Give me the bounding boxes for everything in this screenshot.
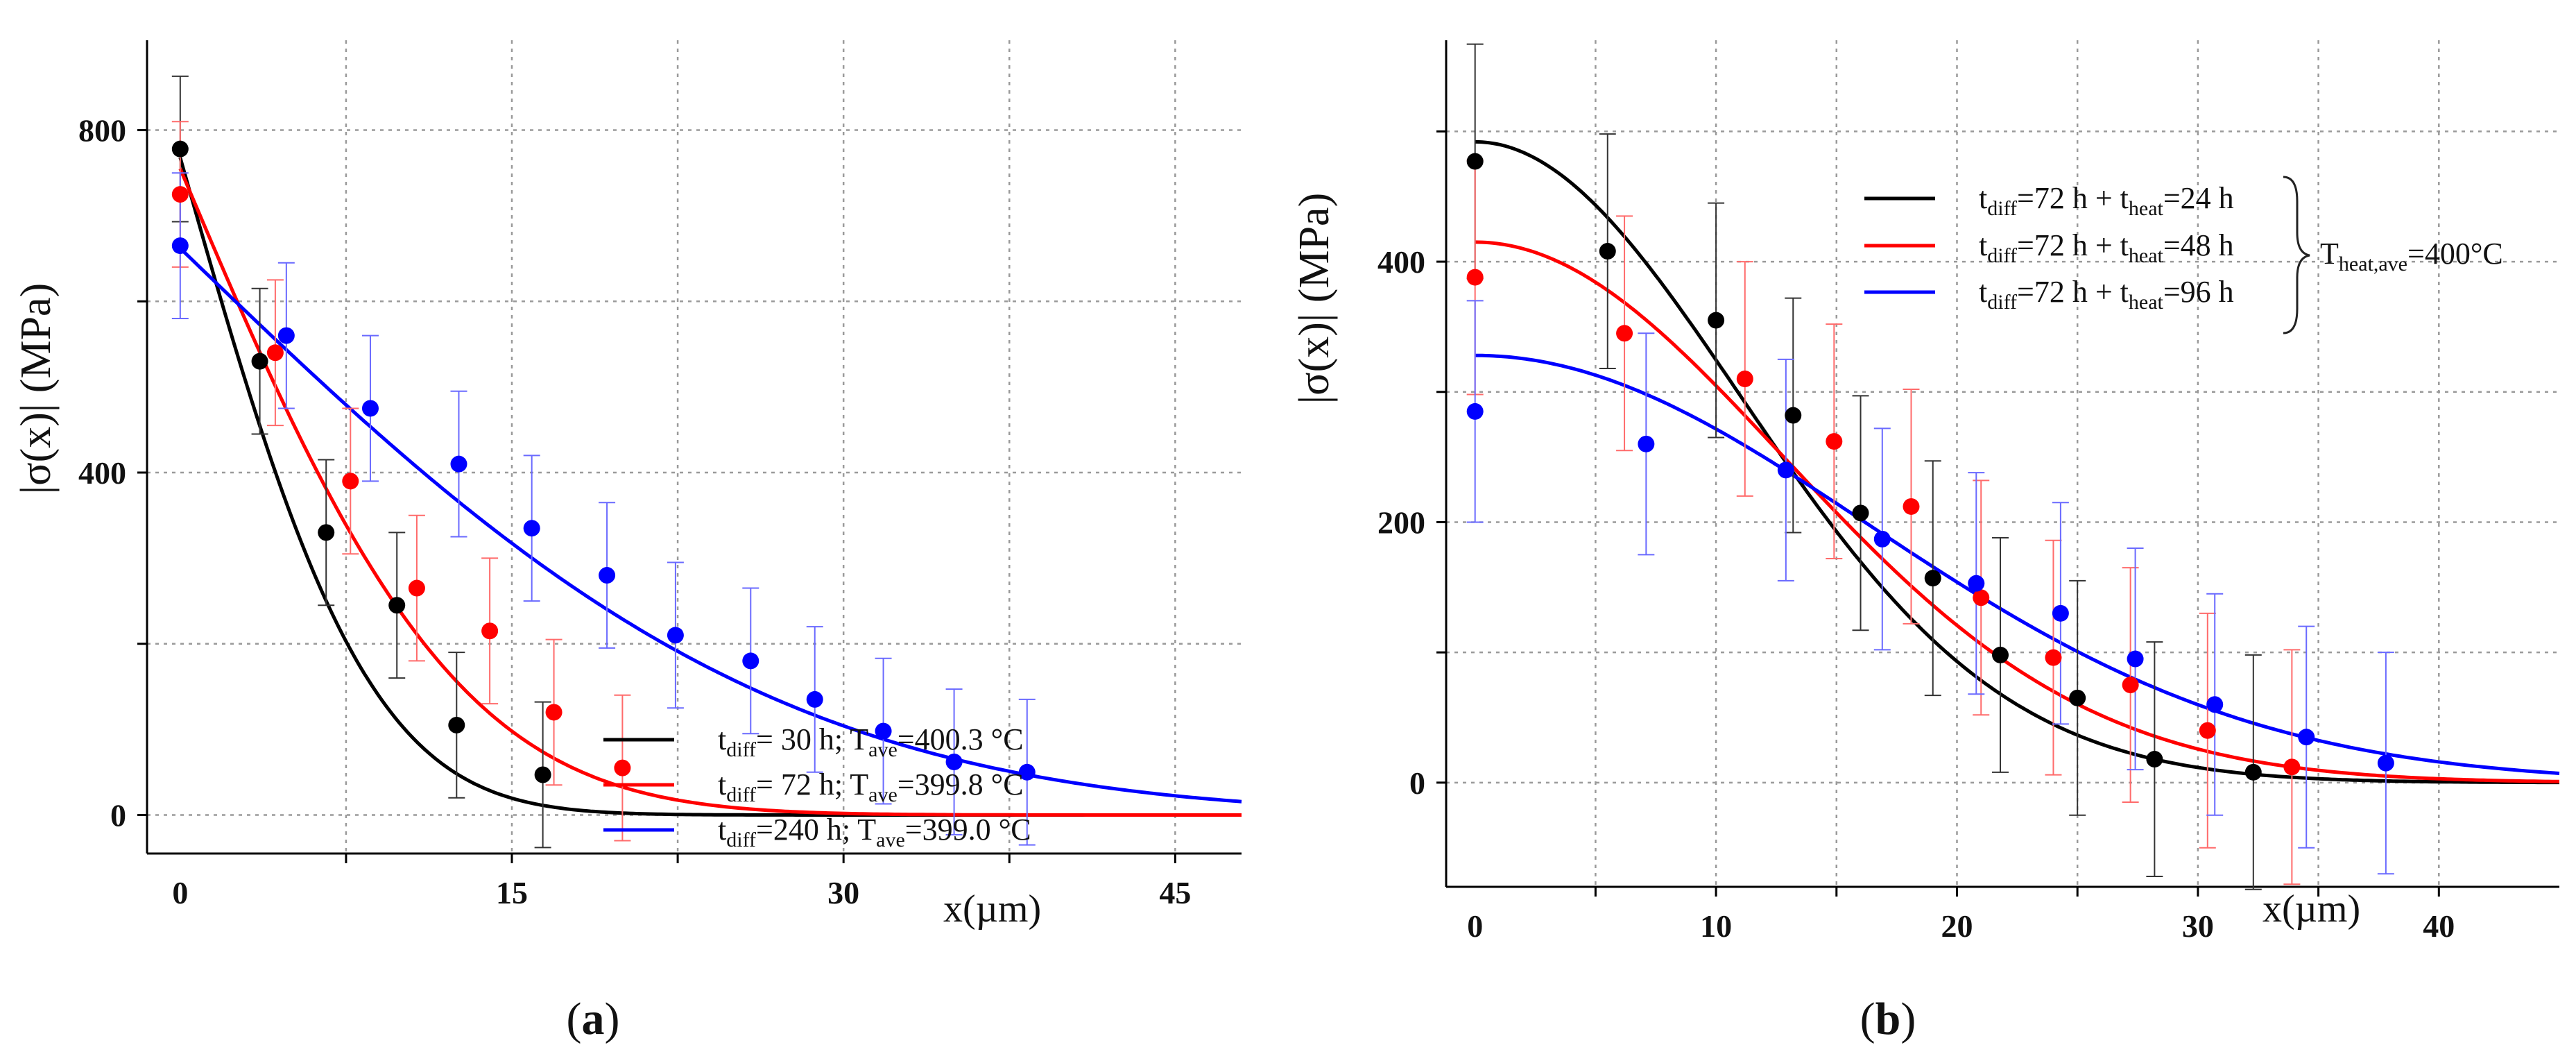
panel-a-data-point-blue [361, 400, 379, 417]
panel-a-data-point-blue [523, 520, 540, 537]
panel-a-data-point-black [388, 597, 406, 614]
panel-b-y-axis-label: |σ(x)| (MPa) [1291, 193, 1338, 404]
panel-a-fit-curve-red [178, 168, 1242, 817]
panel-b-data-point-red [1466, 269, 1484, 286]
panel-b-legend-brace [2283, 176, 2310, 334]
panel-b-data-point-blue [2377, 754, 2394, 772]
panel-a-data-point-black [171, 140, 189, 158]
panel-a-data-point-blue [450, 455, 467, 473]
panel-b-data-point-blue [1466, 402, 1484, 420]
panel-a-x-tick-label: 15 [496, 875, 528, 910]
panel-b-data-point-black [1992, 646, 2009, 663]
panel-b-y-tick-label: 0 [1409, 765, 1425, 801]
panel-b-x-tick-label: 40 [2423, 908, 2455, 944]
panel-b-legend-group-label: Theat,ave=400°C [2320, 237, 2503, 275]
panel-a-data-point-blue [599, 567, 616, 584]
panel-b-data-point-black [1785, 407, 1802, 424]
panel-b-data-point-red [1736, 371, 1753, 387]
panel-a-data-point-blue [667, 627, 684, 644]
panel-b-data-point-blue [2206, 696, 2224, 713]
panel-b-x-axis-label: x(µm) [2262, 888, 2360, 931]
panel-a-data-point-blue [277, 327, 295, 344]
panel-b-x-tick-label: 0 [1467, 908, 1483, 944]
panel-b-data-point-black [2069, 689, 2086, 706]
panel-b-legend-entry-black: tdiff=72 h + theat=24 h [1979, 181, 2234, 220]
panel-b-y-tick-label: 200 [1377, 504, 1425, 540]
panel-b-legend-entry-blue: tdiff=72 h + theat=96 h [1979, 275, 2234, 314]
panel-b-chart: 0 200 400 0 10 20 30 40 x(µm) |σ(x)| (MPa) (b) tdif… [1291, 40, 2560, 1044]
panel-b-data-point-black [1708, 312, 1725, 329]
panel-b-data-point-black [2244, 763, 2262, 781]
panel-a-data-point-black [448, 716, 465, 733]
panel-a-data-point-blue [806, 690, 823, 708]
panel-b-panel-label: (b) [1860, 994, 1916, 1044]
panel-b-data-point-red [2283, 758, 2301, 776]
panel-b-data-point-blue [1638, 435, 1655, 452]
panel-a-fit-curve-blue [179, 246, 1242, 804]
panel-b-y-tick-label: 400 [1377, 244, 1425, 280]
panel-a-data-point-blue [945, 753, 963, 770]
panel-b-fit-curve-red [1475, 240, 2559, 783]
panel-b-data-point-black [1466, 153, 1484, 170]
panel-a-data-point-black [251, 353, 268, 370]
panel-a-data-point-red [171, 186, 189, 203]
panel-b-x-tick-label: 10 [1700, 908, 1732, 944]
panel-a-x-tick-label: 0 [172, 875, 188, 910]
panel-a-y-tick-label: 0 [110, 797, 126, 833]
panel-a-y-axis-label: |σ(x)| (MPa) [12, 283, 60, 494]
panel-b-data-point-black [1924, 570, 1941, 587]
panel-b-data-point-blue [2298, 729, 2315, 746]
panel-a-data-point-red [481, 622, 499, 640]
panel-a-chart: 0 400 800 0 15 30 45 x(µm) |σ(x)| (MPa) (a) tdiff=… [12, 40, 1242, 1044]
panel-b-data-point-blue [2052, 604, 2069, 622]
panel-a-data-point-red [266, 344, 284, 362]
panel-b-data-point-red [2122, 677, 2139, 694]
panel-a-data-point-black [534, 766, 551, 783]
panel-a-legend-entry-red: tdiff= 72 h; Tave=399.8 °C [718, 767, 1024, 806]
panel-b-x-tick-label: 20 [1941, 908, 1973, 944]
panel-a-data-point-blue [1018, 763, 1036, 781]
panel-a-data-point-red [545, 704, 563, 721]
panel-a-data-point-red [614, 759, 631, 776]
panel-b-fit-curve-black [1475, 139, 2559, 785]
panel-b-data-point-red [1826, 433, 1843, 450]
panel-b-data-point-black [1599, 243, 1616, 260]
panel-b-data-point-blue [1873, 530, 1891, 548]
panel-b-data-point-black [2146, 751, 2163, 768]
panel-b-fit-curve-blue [1475, 353, 2560, 775]
panel-a-y-tick-label: 400 [78, 455, 126, 491]
panel-b-data-point-blue [1968, 575, 1985, 592]
panel-b-legend: tdiff=72 h + theat=24 h tdiff=72 h + thea… [1864, 176, 2503, 334]
panel-a-data-point-blue [171, 237, 189, 255]
panel-a-data-point-blue [875, 722, 892, 740]
panel-b-data-point-black [1852, 504, 1869, 522]
panel-b-data-point-blue [1777, 461, 1794, 479]
panel-b-data-point-red [1903, 498, 1920, 515]
panel-b-data-point-red [2199, 722, 2216, 739]
panel-a-legend: tdiff= 30 h; Tave=400.3 °C tdiff= 72 h; T… [603, 722, 1031, 851]
panel-a-panel-label: (a) [567, 994, 620, 1044]
panel-b-data-point-blue [2127, 650, 2144, 668]
panel-b-legend-entry-red: tdiff=72 h + theat=48 h [1979, 228, 2234, 267]
panel-b-data-point-red [1616, 325, 1633, 342]
panel-a-y-tick-label: 800 [78, 113, 126, 148]
panel-b-data-point-red [1973, 589, 1990, 606]
panel-a-legend-entry-blue: tdiff=240 h; Tave=399.0 °C [718, 813, 1031, 851]
panel-a-data-point-blue [742, 652, 759, 670]
panel-a-data-point-red [408, 579, 425, 597]
panel-a-data-point-black [318, 524, 335, 541]
panel-a-x-tick-label: 30 [827, 875, 859, 910]
panel-a-x-axis-label: x(µm) [943, 888, 1041, 931]
panel-a-data-point-red [342, 473, 359, 490]
panel-a-legend-entry-black: tdiff= 30 h; Tave=400.3 °C [718, 722, 1024, 761]
panel-a-x-tick-label: 45 [1159, 875, 1191, 910]
panel-b-x-tick-label: 30 [2182, 908, 2214, 944]
panel-b-data-point-red [2045, 649, 2062, 666]
